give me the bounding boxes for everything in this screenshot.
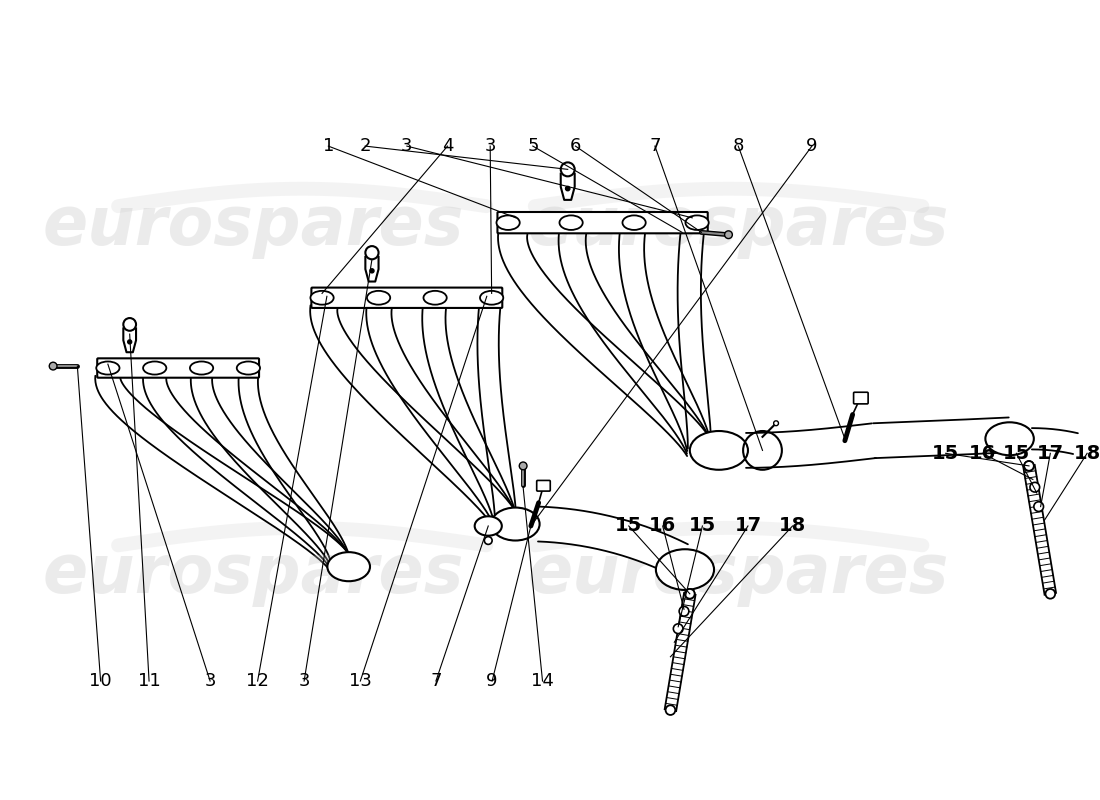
Polygon shape	[123, 328, 136, 352]
Text: 1: 1	[322, 137, 334, 155]
Polygon shape	[239, 376, 351, 566]
Ellipse shape	[236, 362, 260, 374]
Ellipse shape	[656, 550, 714, 590]
Text: 9: 9	[486, 672, 498, 690]
Text: 17: 17	[1036, 444, 1064, 462]
FancyBboxPatch shape	[854, 392, 868, 404]
Ellipse shape	[690, 431, 748, 470]
Circle shape	[1045, 589, 1055, 598]
Ellipse shape	[986, 422, 1034, 455]
Ellipse shape	[424, 291, 447, 305]
Ellipse shape	[475, 516, 502, 536]
Text: 16: 16	[649, 517, 676, 535]
Circle shape	[565, 186, 570, 190]
Polygon shape	[310, 306, 517, 528]
Circle shape	[123, 318, 136, 330]
Text: 17: 17	[735, 517, 761, 535]
Polygon shape	[190, 376, 351, 567]
Polygon shape	[477, 306, 516, 522]
Polygon shape	[746, 423, 876, 468]
FancyBboxPatch shape	[537, 481, 550, 491]
Text: 15: 15	[615, 517, 642, 535]
Ellipse shape	[310, 291, 333, 305]
FancyBboxPatch shape	[97, 358, 260, 378]
FancyBboxPatch shape	[497, 212, 707, 234]
Polygon shape	[498, 230, 712, 456]
Text: 18: 18	[779, 517, 806, 535]
Polygon shape	[366, 306, 517, 526]
Ellipse shape	[190, 362, 213, 374]
Polygon shape	[678, 231, 711, 449]
Ellipse shape	[685, 215, 708, 230]
Polygon shape	[1023, 465, 1056, 594]
Text: 18: 18	[1074, 444, 1100, 462]
Circle shape	[50, 362, 57, 370]
Text: 15: 15	[1003, 444, 1030, 462]
Circle shape	[1030, 482, 1040, 492]
Text: 8: 8	[733, 137, 744, 155]
Text: 15: 15	[689, 517, 716, 535]
Circle shape	[519, 462, 527, 470]
Ellipse shape	[560, 215, 583, 230]
Polygon shape	[873, 418, 1011, 458]
Text: 5: 5	[527, 137, 539, 155]
Circle shape	[561, 162, 574, 176]
Text: 3: 3	[205, 672, 216, 690]
Circle shape	[1034, 502, 1044, 511]
Polygon shape	[422, 306, 517, 523]
Circle shape	[1024, 461, 1034, 470]
Text: 7: 7	[430, 672, 442, 690]
Polygon shape	[538, 506, 688, 575]
Ellipse shape	[367, 291, 390, 305]
Circle shape	[1024, 461, 1034, 470]
Text: 4: 4	[442, 137, 453, 155]
Text: 3: 3	[402, 137, 412, 155]
Text: 9: 9	[806, 137, 817, 155]
Text: 14: 14	[531, 672, 554, 690]
Text: eurospares: eurospares	[528, 193, 949, 258]
Polygon shape	[561, 174, 574, 200]
Ellipse shape	[480, 291, 504, 305]
Polygon shape	[365, 257, 378, 282]
Text: 10: 10	[89, 672, 112, 690]
Ellipse shape	[496, 215, 519, 230]
Text: 3: 3	[484, 137, 496, 155]
Circle shape	[773, 421, 779, 426]
Circle shape	[370, 269, 374, 273]
Circle shape	[685, 589, 695, 598]
Circle shape	[725, 231, 733, 238]
Text: eurospares: eurospares	[43, 542, 464, 607]
Polygon shape	[559, 230, 712, 454]
Text: eurospares: eurospares	[528, 542, 949, 607]
Ellipse shape	[492, 507, 540, 541]
Text: 11: 11	[138, 672, 161, 690]
Polygon shape	[1032, 428, 1078, 454]
Polygon shape	[96, 376, 352, 571]
Text: 12: 12	[246, 672, 270, 690]
Circle shape	[484, 537, 492, 544]
Polygon shape	[143, 376, 352, 569]
Text: 3: 3	[298, 672, 310, 690]
Ellipse shape	[623, 215, 646, 230]
Text: 7: 7	[649, 137, 661, 155]
Polygon shape	[619, 231, 712, 451]
Text: 15: 15	[932, 444, 959, 462]
Circle shape	[666, 706, 675, 715]
Text: 6: 6	[570, 137, 581, 155]
Circle shape	[128, 340, 132, 344]
Ellipse shape	[328, 552, 370, 582]
Ellipse shape	[143, 362, 166, 374]
Polygon shape	[664, 593, 695, 711]
Text: 16: 16	[969, 444, 997, 462]
Circle shape	[685, 589, 695, 598]
Text: 13: 13	[349, 672, 372, 690]
Circle shape	[679, 606, 689, 616]
FancyBboxPatch shape	[311, 287, 503, 308]
Circle shape	[365, 246, 378, 259]
Circle shape	[673, 624, 683, 634]
Text: eurospares: eurospares	[43, 193, 464, 258]
Text: 2: 2	[360, 137, 371, 155]
Ellipse shape	[97, 362, 120, 374]
